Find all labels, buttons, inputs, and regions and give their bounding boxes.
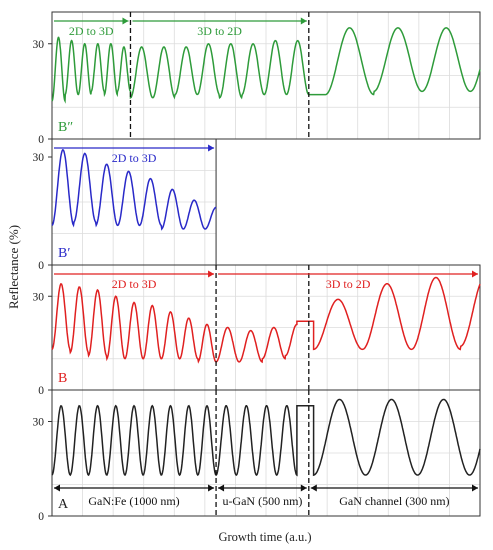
y-tick-label: 0 xyxy=(38,385,44,397)
reflectance-curve xyxy=(51,27,481,104)
reflectance-curve xyxy=(51,276,481,364)
panel-label: B″ xyxy=(58,120,73,135)
panel-label: B xyxy=(58,371,67,386)
panel-frame xyxy=(51,389,481,517)
annotation-label: GaN channel (300 nm) xyxy=(339,494,449,508)
annotation-label: 2D to 3D xyxy=(112,277,157,291)
y-tick-label: 30 xyxy=(33,152,45,164)
arrow-head-left xyxy=(218,484,225,492)
arrow-head-left xyxy=(310,484,317,492)
arrow-head-right xyxy=(208,144,215,152)
panel-1: 0 30 2D to 3D 3D to 2D B″ xyxy=(33,11,481,146)
reflectance-curve xyxy=(51,149,217,231)
annotation-label: 3D to 2D xyxy=(326,277,371,291)
arrow-head-right xyxy=(472,484,478,492)
annotation-label: GaN:Fe (1000 nm) xyxy=(88,494,179,508)
panel-frame xyxy=(51,11,481,140)
arrow-head-right xyxy=(208,484,215,492)
panels: 0 30 2D to 3D 3D to 2D B″ 0 30 2D to 3D B′ 0 30 2D … xyxy=(33,11,481,523)
panel-label: B′ xyxy=(58,246,70,261)
arrow-head-right xyxy=(208,270,215,278)
y-tick-label: 30 xyxy=(33,417,45,429)
y-tick-label: 30 xyxy=(33,39,45,51)
arrow-head-right xyxy=(300,17,307,25)
annotation-label: 3D to 2D xyxy=(197,24,242,38)
reflectance-curve xyxy=(51,398,481,477)
annotation-label: 2D to 3D xyxy=(69,24,114,38)
panel-4: 0 30 GaN:Fe (1000 nm) u-GaN (500 nm) GaN cha… xyxy=(33,389,481,523)
panel-2: 0 30 2D to 3D B′ xyxy=(33,138,217,272)
arrow-head-left xyxy=(54,484,60,492)
panel-3: 0 30 2D to 3D 3D to 2D B xyxy=(33,264,481,397)
arrow-head-right xyxy=(122,17,129,25)
annotation-label: u-GaN (500 nm) xyxy=(222,494,302,508)
arrow-head-right xyxy=(300,484,307,492)
panel-label: A xyxy=(58,497,69,512)
y-tick-label: 0 xyxy=(38,260,44,272)
y-tick-label: 0 xyxy=(38,134,44,146)
arrow-head-right xyxy=(472,270,478,278)
y-axis-label: Reflectance (%) xyxy=(6,225,21,309)
annotation-label: 2D to 3D xyxy=(112,151,157,165)
x-axis-label: Growth time (a.u.) xyxy=(218,530,311,544)
y-tick-label: 30 xyxy=(33,291,45,303)
y-tick-label: 0 xyxy=(38,511,44,523)
